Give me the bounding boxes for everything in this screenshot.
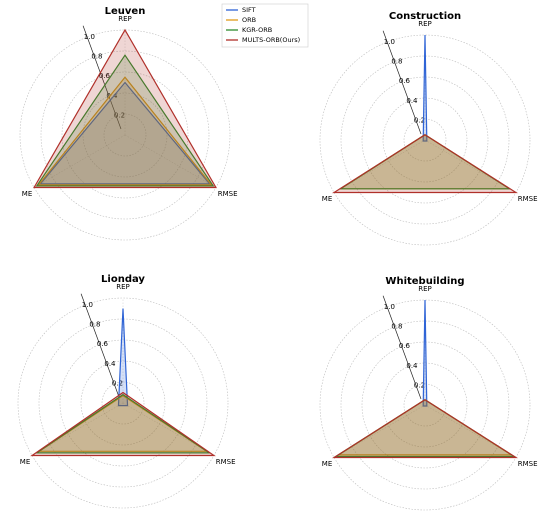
- series-area: [33, 28, 217, 189]
- r-tick-label: 0.2: [414, 381, 425, 389]
- r-tick-label: 0.8: [391, 323, 402, 331]
- grid-ring: [19, 29, 231, 241]
- axis-label: ME: [322, 195, 332, 203]
- r-tick-label: 1.0: [82, 301, 93, 309]
- series-area: [34, 393, 212, 454]
- radial-axis: [382, 295, 422, 400]
- r-tick-label: 0.8: [91, 53, 102, 61]
- grid-ring: [59, 339, 187, 467]
- chart-title: Whitebuilding: [385, 276, 464, 287]
- axis-label: RMSE: [518, 460, 538, 468]
- axis-label: REP: [118, 15, 132, 23]
- spoke: [124, 134, 217, 188]
- r-tick-label: 0.8: [89, 321, 100, 329]
- r-tick-label: 0.6: [99, 72, 111, 80]
- chart-title: Lionday: [101, 274, 145, 285]
- series-area: [422, 34, 428, 142]
- r-tick-label: 1.0: [384, 303, 395, 311]
- r-tick-label: 0.4: [406, 97, 418, 105]
- series-area: [117, 308, 129, 407]
- grid-ring: [382, 97, 468, 183]
- axis-label: ME: [22, 190, 32, 198]
- chart-title: Leuven: [105, 6, 146, 17]
- grid-ring: [82, 92, 168, 178]
- r-tick-label: 0.4: [406, 362, 418, 370]
- axis-label: RMSE: [218, 190, 238, 198]
- r-tick-label: 0.6: [399, 342, 411, 350]
- series-area: [35, 54, 215, 187]
- r-tick-label: 0.6: [399, 77, 411, 85]
- grid-ring: [40, 50, 210, 220]
- radial-axis: [80, 293, 120, 398]
- r-tick-label: 1.0: [84, 33, 95, 41]
- grid-ring: [101, 381, 145, 425]
- series-area: [37, 76, 213, 186]
- spoke: [33, 134, 126, 188]
- grid-ring: [61, 71, 189, 199]
- grid-ring: [340, 320, 510, 490]
- grid-ring: [103, 113, 147, 157]
- axis-label: ME: [20, 458, 30, 466]
- series-area: [332, 399, 518, 459]
- series-area: [332, 134, 518, 194]
- series-area: [39, 81, 211, 185]
- r-tick-label: 0.2: [112, 379, 123, 387]
- legend-label: MULTS-ORB(Ours): [242, 36, 300, 44]
- r-tick-label: 0.8: [391, 58, 402, 66]
- r-tick-label: 1.0: [384, 38, 395, 46]
- radial-axis: [82, 25, 122, 130]
- axis-label: REP: [418, 285, 432, 293]
- series-area: [30, 391, 216, 457]
- grid-ring: [17, 297, 229, 509]
- grid-ring: [80, 360, 166, 446]
- grid-ring: [361, 76, 489, 204]
- grid-ring: [403, 383, 447, 427]
- r-tick-label: 0.6: [97, 340, 109, 348]
- series-area: [422, 299, 428, 407]
- axis-label: REP: [116, 283, 130, 291]
- grid-ring: [382, 362, 468, 448]
- legend-label: SIFT: [242, 6, 256, 14]
- chart-title: Construction: [389, 11, 461, 22]
- axis-label: RMSE: [216, 458, 236, 466]
- grid-ring: [403, 118, 447, 162]
- grid-ring: [340, 55, 510, 225]
- axis-label: REP: [418, 20, 432, 28]
- r-tick-label: 0.2: [414, 116, 425, 124]
- legend-label: ORB: [242, 16, 256, 24]
- radial-axis: [382, 30, 422, 135]
- r-tick-label: 0.4: [104, 360, 116, 368]
- r-tick-label: 0.4: [106, 92, 118, 100]
- grid-ring: [361, 341, 489, 469]
- legend-label: KGR-ORB: [242, 26, 272, 34]
- grid-ring: [319, 299, 531, 511]
- grid-ring: [38, 318, 208, 488]
- axis-label: RMSE: [518, 195, 538, 203]
- grid-ring: [319, 34, 531, 246]
- axis-label: ME: [322, 460, 332, 468]
- r-tick-label: 0.2: [114, 111, 125, 119]
